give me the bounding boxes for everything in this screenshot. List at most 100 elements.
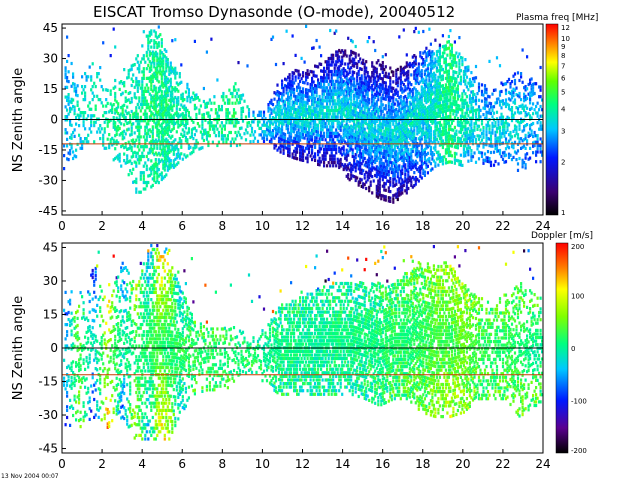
data-cell: [106, 124, 109, 128]
data-cell: [359, 132, 362, 136]
data-cell: [410, 167, 413, 171]
data-cell: [359, 161, 362, 165]
data-cell: [326, 66, 329, 70]
data-cell: [329, 56, 332, 61]
data-cell: [405, 158, 408, 162]
data-cell: [450, 128, 453, 132]
data-cell: [401, 188, 404, 192]
data-cell: [371, 100, 374, 104]
data-cell: [297, 134, 300, 138]
data-cell: [162, 95, 165, 99]
data-cell: [198, 108, 201, 112]
data-cell: [396, 168, 399, 172]
data-cell: [375, 158, 378, 162]
data-cell: [341, 104, 344, 108]
data-cell: [365, 151, 368, 155]
data-cell: [488, 95, 491, 99]
data-cell: [345, 106, 348, 110]
data-cell: [426, 73, 429, 77]
data-cell: [145, 89, 148, 93]
data-cell: [353, 123, 356, 127]
data-cell: [440, 74, 443, 78]
data-cell: [300, 77, 303, 81]
data-cell: [366, 74, 369, 78]
data-cell: [159, 94, 162, 99]
data-cell: [449, 98, 452, 102]
data-cell: [381, 135, 384, 139]
data-cell: [440, 94, 443, 98]
data-cell: [441, 106, 444, 111]
data-cell: [363, 88, 366, 92]
data-cell: [416, 115, 419, 120]
data-cell: [171, 164, 174, 168]
data-cell: [438, 124, 441, 128]
data-cell: [159, 65, 162, 69]
data-cell: [166, 152, 169, 156]
data-cell: [348, 61, 351, 65]
data-cell: [318, 107, 321, 112]
data-cell: [368, 159, 371, 163]
data-cell: [166, 149, 169, 153]
data-cell: [148, 66, 151, 70]
data-cell: [165, 150, 168, 154]
data-cell: [378, 76, 381, 80]
data-cell: [417, 179, 420, 183]
data-cell: [288, 79, 291, 83]
data-cell: [139, 174, 142, 178]
data-cell: [115, 110, 118, 114]
data-cell: [296, 108, 299, 112]
data-cell: [350, 82, 353, 86]
data-cell: [363, 114, 366, 118]
data-cell: [264, 123, 267, 127]
data-cell: [165, 163, 168, 167]
data-cell: [338, 81, 341, 85]
data-cell: [220, 137, 223, 141]
data-cell: [171, 105, 174, 109]
data-cell: [455, 132, 458, 136]
data-cell: [402, 28, 405, 32]
data-cell: [144, 96, 147, 100]
data-cell: [317, 149, 320, 153]
data-cell: [240, 97, 243, 101]
data-cell: [299, 102, 302, 106]
data-cell: [256, 113, 260, 117]
data-cell: [309, 112, 312, 116]
data-cell: [411, 140, 414, 144]
data-cell: [401, 178, 404, 182]
data-cell: [366, 165, 369, 169]
data-cell: [318, 163, 321, 167]
data-cell: [327, 115, 330, 119]
data-cell: [127, 160, 130, 164]
data-cell: [290, 90, 293, 94]
data-cell: [356, 75, 359, 79]
data-cell: [175, 113, 178, 118]
data-cell: [419, 51, 422, 55]
data-cell: [354, 94, 357, 98]
data-cell: [195, 106, 198, 110]
data-cell: [366, 123, 369, 127]
data-cell: [455, 129, 458, 133]
data-cell: [387, 72, 390, 76]
data-cell: [380, 67, 383, 71]
data-cell: [299, 145, 302, 149]
data-cell: [465, 130, 468, 134]
data-cell: [129, 143, 132, 147]
data-cell: [151, 50, 154, 54]
data-cell: [168, 79, 171, 83]
data-cell: [338, 68, 341, 72]
data-cell: [332, 108, 335, 113]
data-cell: [377, 156, 380, 160]
data-cell: [351, 89, 354, 94]
data-cell: [130, 145, 133, 149]
data-cell: [314, 152, 317, 156]
data-cell: [293, 136, 296, 140]
data-cell: [386, 159, 389, 164]
data-cell: [390, 96, 393, 100]
data-cell: [70, 136, 73, 140]
data-cell: [440, 117, 443, 121]
data-cell: [360, 93, 363, 97]
data-cell: [467, 143, 470, 147]
data-cell: [383, 194, 386, 198]
data-cell: [458, 62, 461, 66]
data-cell: [336, 53, 339, 57]
